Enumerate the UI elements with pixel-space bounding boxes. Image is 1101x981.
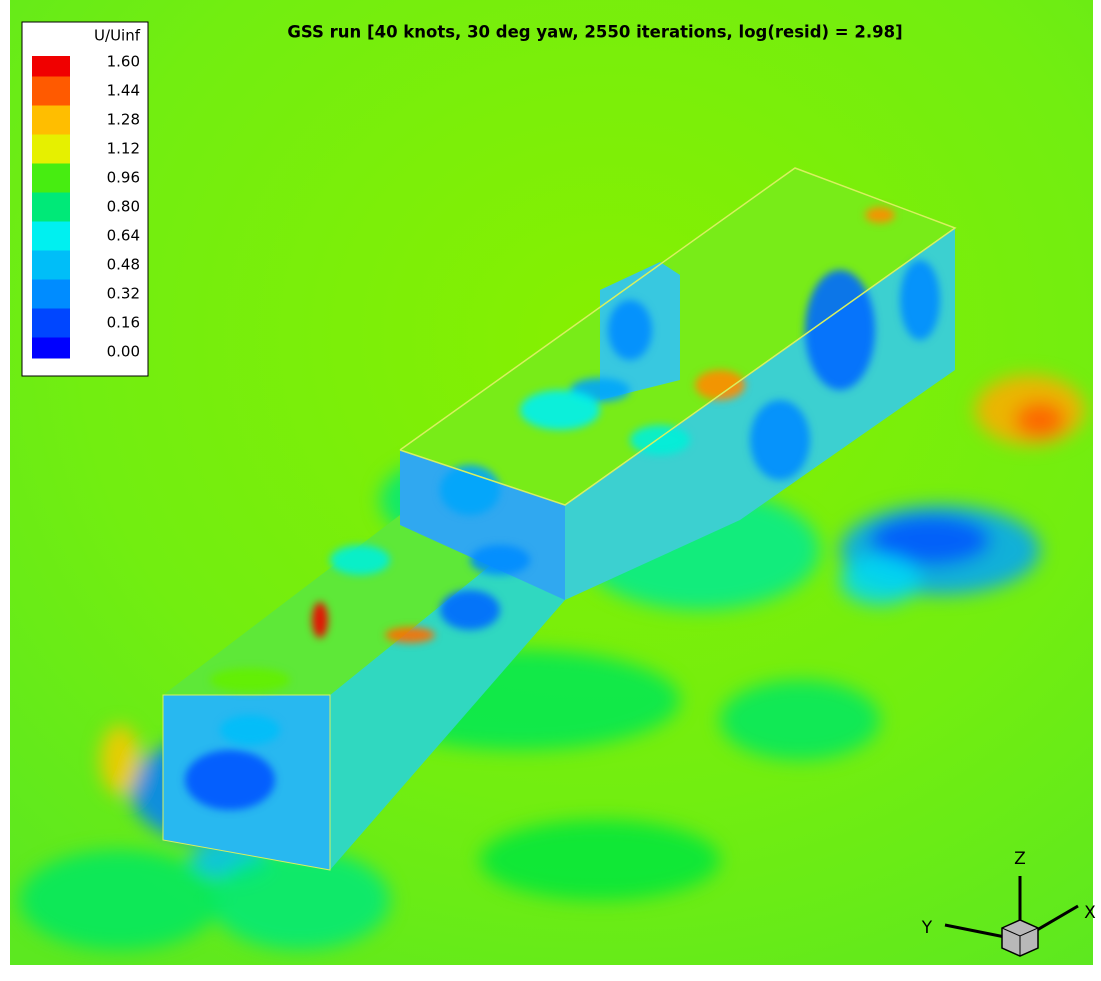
legend-tick-label: 0.00 <box>107 343 140 361</box>
flow-blob <box>840 555 920 605</box>
surface-blob <box>805 270 875 390</box>
y-label: Y <box>921 918 933 938</box>
surface-blob <box>900 260 940 340</box>
legend-tick-label: 0.16 <box>107 314 140 332</box>
flow-field <box>10 0 1093 965</box>
surface-blob <box>440 590 500 630</box>
legend-tick-label: 0.48 <box>107 256 140 274</box>
colorbar-segment <box>32 135 70 165</box>
colorbar-segment <box>32 280 70 310</box>
surface-blob <box>185 750 275 810</box>
flow-blob <box>1015 402 1065 438</box>
flow-blob <box>100 725 140 795</box>
surface-blob <box>470 545 530 575</box>
legend-tick-label: 1.60 <box>107 53 140 71</box>
colorbar-segment <box>32 193 70 223</box>
x-label: X <box>1084 903 1096 923</box>
page: U/Uinf 1.60 1.44 1.28 1.12 0.96 0.80 0.64 0.48 0… <box>0 0 1101 981</box>
colorbar-segment <box>32 222 70 252</box>
legend-tick-label: 0.96 <box>107 169 140 187</box>
legend-tick-label: 1.28 <box>107 111 140 129</box>
flow-blob <box>20 850 220 950</box>
flow-blob <box>720 680 880 760</box>
surface-blob <box>520 390 600 430</box>
z-label: Z <box>1014 849 1026 869</box>
colorbar-segment <box>32 56 70 77</box>
surface-blob <box>440 465 500 515</box>
flow-blob <box>480 820 720 900</box>
surface-blob <box>220 715 280 745</box>
surface-blob <box>312 602 328 638</box>
legend-tick-label: 0.64 <box>107 227 140 245</box>
colorbar-segment <box>32 309 70 339</box>
legend-title: U/Uinf <box>94 27 141 45</box>
surface-blob <box>330 545 390 575</box>
colorbar-segment <box>32 338 70 359</box>
colorbar-segment <box>32 77 70 107</box>
legend-tick-label: 0.80 <box>107 198 140 216</box>
colorbar-segment <box>32 106 70 136</box>
surface-blob <box>385 627 435 643</box>
visualization: U/Uinf 1.60 1.44 1.28 1.12 0.96 0.80 0.64 0.48 0… <box>0 0 1101 977</box>
surface-blob <box>630 425 690 455</box>
surface-blob <box>750 400 810 480</box>
surface-blob <box>210 668 290 692</box>
legend-tick-label: 1.12 <box>107 140 140 158</box>
colorbar-segment <box>32 251 70 281</box>
colorbar-segment <box>32 164 70 194</box>
title: GSS run [40 knots, 30 deg yaw, 2550 iter… <box>287 23 902 42</box>
legend: U/Uinf 1.60 1.44 1.28 1.12 0.96 0.80 0.64 0.48 0… <box>22 22 148 376</box>
surface-blob <box>608 300 652 360</box>
surface-blob <box>865 207 895 223</box>
legend-tick-label: 0.32 <box>107 285 140 303</box>
legend-tick-label: 1.44 <box>107 82 140 100</box>
